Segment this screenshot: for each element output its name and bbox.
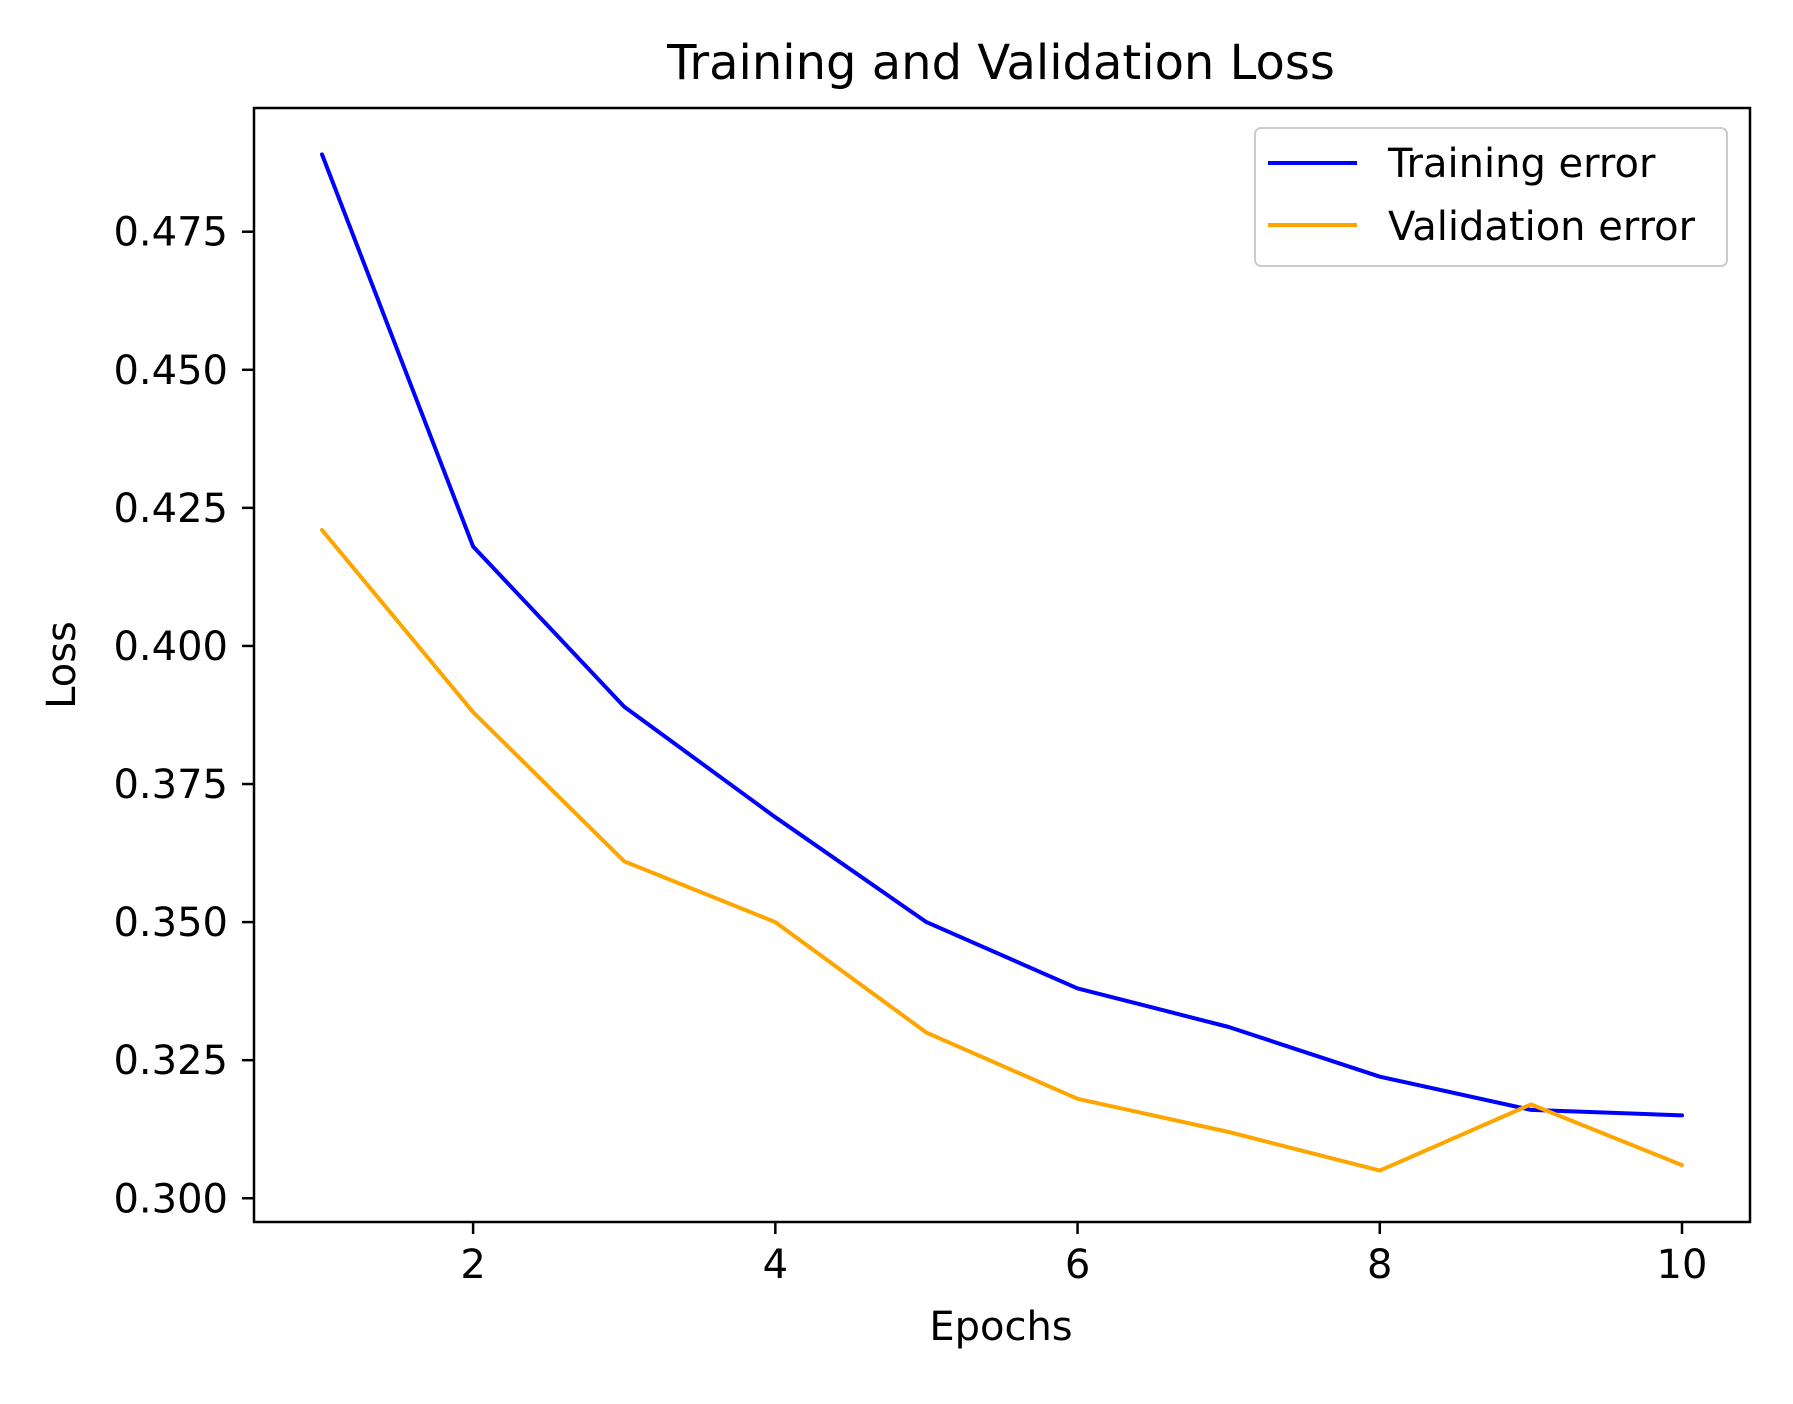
y-axis-label: Loss [39, 621, 85, 709]
y-tick-label: 0.425 [113, 486, 228, 532]
y-tick-label: 0.475 [113, 210, 228, 256]
y-tick-label: 0.300 [113, 1176, 228, 1222]
plot-frame [252, 106, 1752, 1224]
validation-error-line [320, 528, 1684, 1173]
legend-label-training: Training error [1387, 141, 1656, 187]
x-tick-label: 6 [1065, 1242, 1090, 1288]
plot-area [252, 106, 1752, 1224]
x-tick-label: 4 [763, 1242, 788, 1288]
chart-title: Training and Validation Loss [666, 35, 1335, 91]
series-lines [320, 152, 1684, 1173]
x-axis: 2 4 6 8 10 [460, 1222, 1707, 1288]
y-tick-label: 0.325 [113, 1038, 228, 1084]
x-tick-label: 2 [460, 1242, 485, 1288]
y-tick-label: 0.350 [113, 900, 228, 946]
legend-box [1254, 127, 1728, 267]
training-error-line [320, 152, 1684, 1118]
y-tick-label: 0.375 [113, 762, 228, 808]
y-tick-label: 0.400 [113, 624, 228, 670]
y-axis: 0.300 0.325 0.350 0.375 0.400 0.425 0.450 0.475 [113, 210, 254, 1222]
x-axis-label: Epochs [929, 1304, 1072, 1350]
x-tick-label: 8 [1367, 1242, 1392, 1288]
legend: Training error Validation error [1254, 127, 1728, 267]
legend-label-validation: Validation error [1388, 204, 1696, 250]
x-tick-label: 10 [1657, 1242, 1708, 1288]
y-tick-label: 0.450 [113, 348, 228, 394]
